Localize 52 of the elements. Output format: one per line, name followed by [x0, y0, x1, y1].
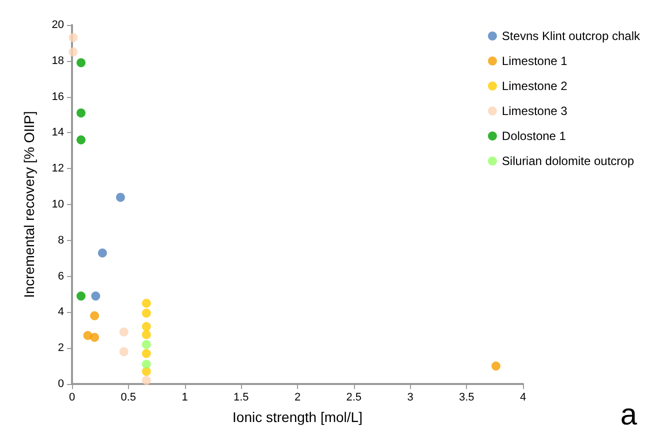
- y-tick-label: 0: [58, 378, 64, 390]
- y-tick-label: 2: [58, 342, 64, 354]
- y-tick-label: 16: [52, 90, 64, 103]
- legend-label: Limestone 2: [502, 79, 568, 93]
- legend-label: Limestone 3: [502, 104, 568, 118]
- x-tick-label: 2: [294, 392, 301, 404]
- y-tick-label: 4: [58, 306, 64, 318]
- x-tick-label: 1: [182, 392, 188, 404]
- y-tick-label: 6: [58, 270, 64, 282]
- point: [68, 33, 78, 42]
- point: [76, 292, 86, 301]
- y-tick-label: 14: [52, 126, 64, 139]
- point: [90, 311, 100, 320]
- y-tick-label: 18: [52, 54, 64, 67]
- x-tick-label: 0.5: [120, 392, 136, 404]
- point: [90, 332, 100, 342]
- y-tick-label: 12: [52, 162, 64, 175]
- point: [142, 330, 151, 340]
- point: [142, 360, 151, 369]
- legend-label: Dolostone 1: [502, 129, 566, 143]
- point: [116, 192, 125, 202]
- x-tick-label: 3: [407, 392, 414, 404]
- x-tick-label: 2.5: [346, 392, 362, 404]
- point: [142, 308, 151, 318]
- y-axis-title: Incremental recovery [% OIIP]: [21, 111, 37, 298]
- point: [98, 248, 107, 258]
- legend-label: Silurian dolomite outcrop: [502, 154, 634, 168]
- point: [119, 347, 128, 356]
- point: [76, 58, 86, 68]
- point: [142, 322, 151, 332]
- legend-label: Stevns Klint outcrop chalk: [502, 29, 641, 43]
- y-tick-label: 20: [52, 19, 64, 31]
- y-tick-label: 10: [52, 198, 64, 210]
- point: [491, 362, 500, 371]
- x-axis-title: Ionic strength [mol/L]: [232, 409, 362, 425]
- legend-label: Limestone 1: [502, 54, 568, 68]
- point: [142, 340, 151, 350]
- x-tick-label: 1.5: [233, 392, 249, 404]
- point: [91, 292, 100, 301]
- y-tick-label: 8: [58, 234, 64, 246]
- x-tick-label: 0: [68, 392, 76, 404]
- point: [142, 376, 151, 385]
- point: [142, 298, 151, 308]
- text: a: [620, 398, 638, 432]
- x-tick-label: 4: [520, 392, 526, 404]
- point: [142, 366, 151, 376]
- point: [68, 47, 78, 56]
- point: [142, 348, 151, 358]
- point: [76, 135, 86, 144]
- x-tick-label: 3.5: [458, 392, 474, 404]
- point: [76, 108, 86, 118]
- point: [119, 327, 128, 336]
